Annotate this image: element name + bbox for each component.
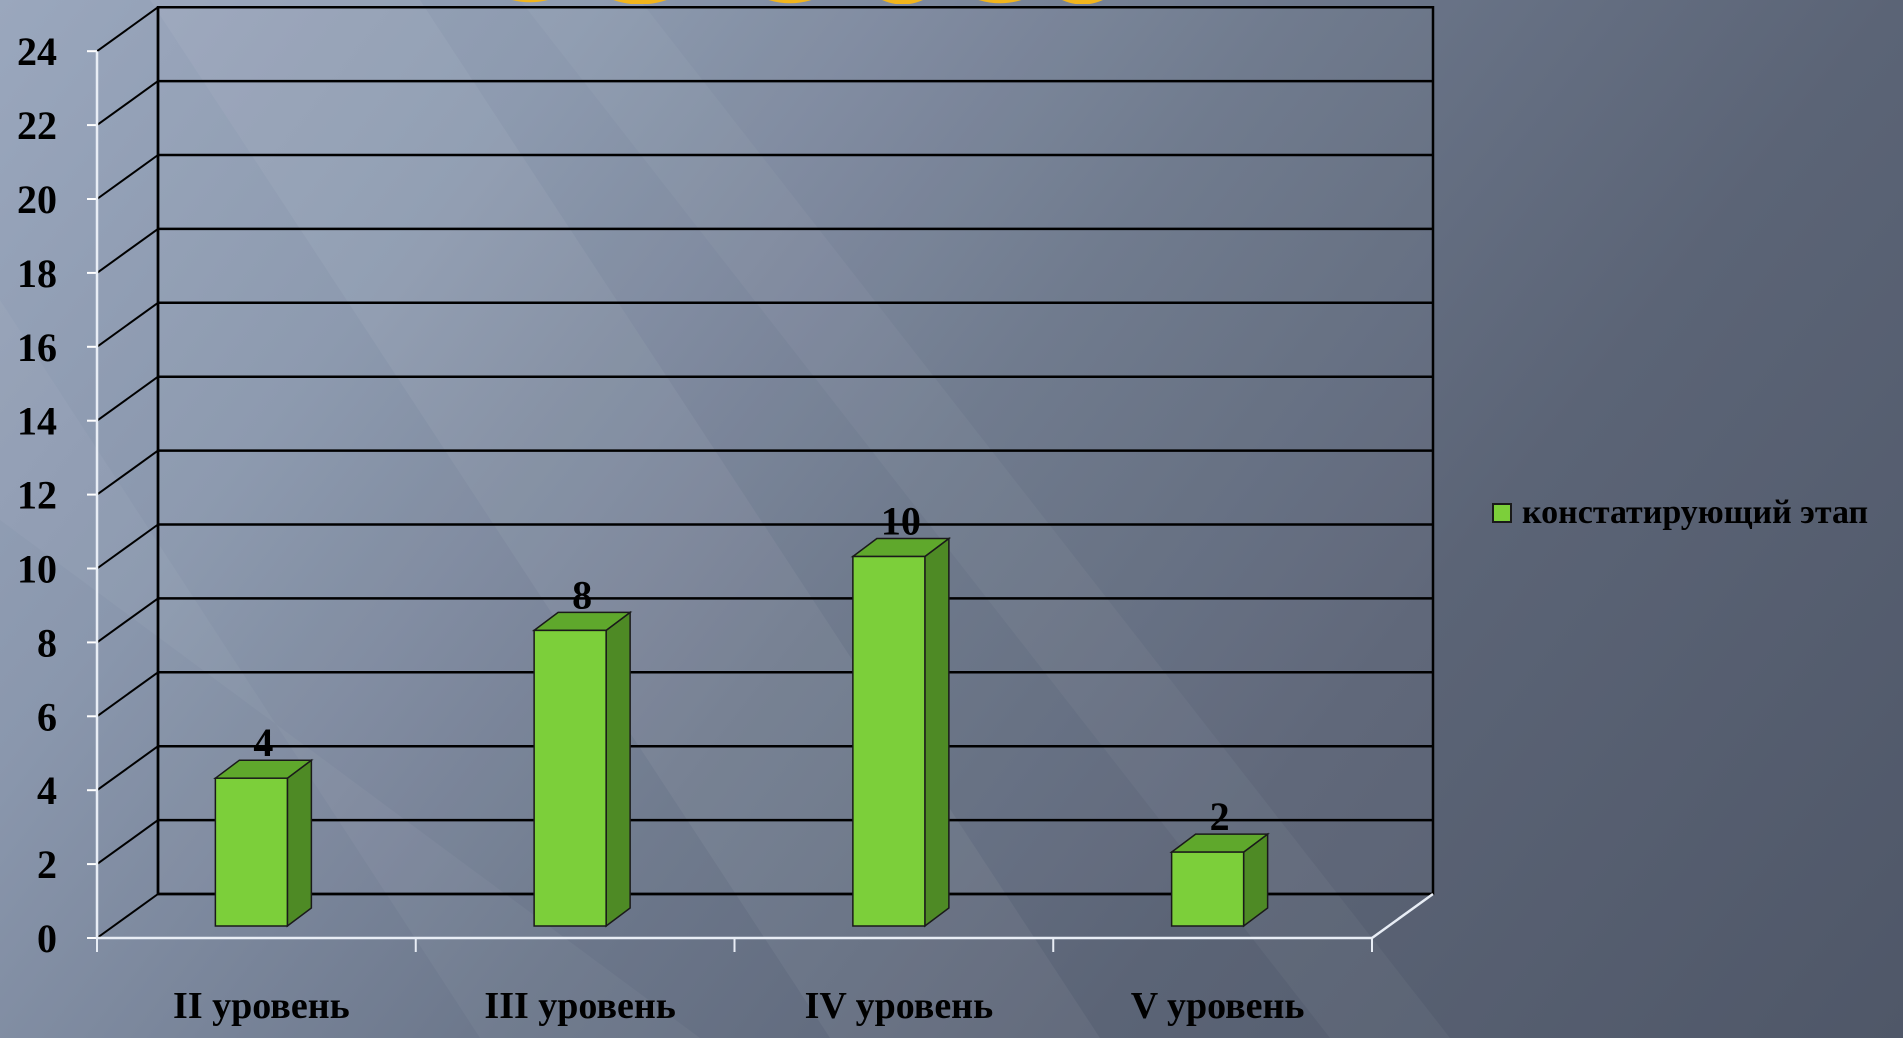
data-labels: 4 8 10 2 — [253, 499, 1229, 840]
y-tick-label: 0 — [37, 916, 57, 961]
gridline-side — [96, 893, 159, 939]
y-tick-label: 16 — [17, 325, 57, 370]
x-tick-labels: II уровень III уровень IV уровень V уровень — [173, 985, 1304, 1027]
gridline-side — [96, 80, 159, 126]
y-tick-label: 14 — [17, 399, 57, 444]
y-tick-label: 12 — [17, 473, 57, 518]
gridline-side — [96, 6, 159, 53]
bar-front — [1170, 851, 1245, 927]
data-label: 10 — [881, 499, 921, 544]
gridline-side — [96, 375, 159, 422]
gridline-side — [96, 228, 159, 274]
bar — [213, 758, 314, 928]
legend-label: констатирующий этап — [1522, 494, 1869, 531]
gridline-side — [96, 819, 159, 865]
bar — [850, 537, 952, 928]
y-tick-label: 24 — [17, 29, 57, 74]
bar-side — [286, 758, 313, 928]
bar-side — [605, 610, 631, 928]
data-label: 2 — [1210, 794, 1230, 839]
bar-side — [924, 537, 950, 928]
y-tick-label: 22 — [17, 103, 57, 148]
gridlines — [96, 5, 1433, 939]
bars — [213, 537, 1270, 928]
x-category-label: IV уровень — [805, 985, 994, 1027]
gridline-side — [96, 671, 159, 718]
x-category-label: II уровень — [173, 985, 350, 1027]
y-tick-label: 20 — [17, 177, 57, 222]
gridline-side — [96, 449, 159, 496]
x-category-label: V уровень — [1131, 985, 1305, 1027]
y-tick-label: 2 — [37, 842, 57, 887]
gridline-side — [96, 745, 159, 792]
gridline-side — [96, 597, 159, 644]
data-label: 4 — [253, 720, 273, 765]
legend-swatch — [1492, 503, 1512, 523]
floor-right-edge — [1371, 892, 1434, 940]
x-category-label: III уровень — [484, 985, 675, 1027]
y-tick-label: 10 — [17, 547, 57, 592]
bar-front — [852, 555, 926, 927]
y-tick-label: 4 — [37, 768, 57, 813]
bar — [1169, 832, 1270, 928]
bar-front — [214, 777, 289, 927]
legend: констатирующий этап — [1492, 494, 1868, 532]
gridline-side — [96, 523, 159, 570]
y-tick-label: 8 — [37, 620, 57, 665]
y-tick-label: 18 — [17, 251, 57, 296]
axes — [87, 7, 1434, 952]
gridline-side — [96, 301, 159, 348]
bar-front — [533, 629, 607, 927]
bar — [531, 610, 633, 928]
y-tick-label: 6 — [37, 694, 57, 739]
data-label: 8 — [572, 572, 592, 617]
gridline-side — [96, 154, 159, 200]
